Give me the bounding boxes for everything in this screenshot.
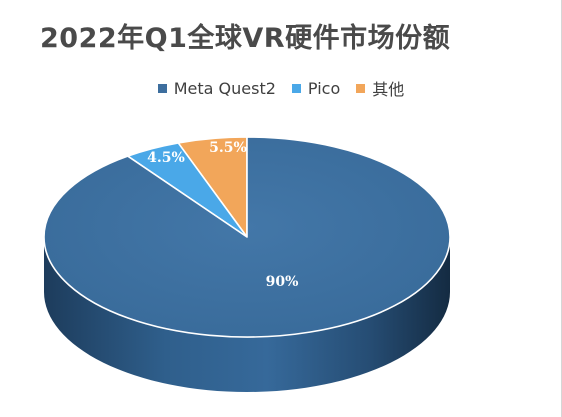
legend-label-meta-quest2: Meta Quest2 [173, 78, 276, 98]
chart-legend: Meta Quest2 Pico 其他 [0, 76, 562, 100]
pie-side-wall [44, 237, 450, 392]
chart-title: 2022年Q1全球VR硬件市场份额 [40, 23, 451, 54]
legend-item-meta-quest2: Meta Quest2 [157, 78, 276, 98]
legend-label-pico: Pico [307, 78, 341, 98]
pie-label-meta-quest2: 90% [266, 274, 299, 290]
pie-slice-meta-quest2 [43, 136, 451, 338]
pie-label-other: 5.5% [209, 140, 247, 156]
legend-swatch-other [356, 83, 366, 93]
legend-swatch-meta-quest2 [157, 83, 167, 93]
pie-label-pico: 4.5% [147, 150, 185, 166]
legend-swatch-pico [291, 83, 301, 93]
legend-item-pico: Pico [291, 78, 341, 98]
legend-label-other: 其他 [372, 80, 405, 99]
legend-item-other: 其他 [356, 76, 404, 100]
